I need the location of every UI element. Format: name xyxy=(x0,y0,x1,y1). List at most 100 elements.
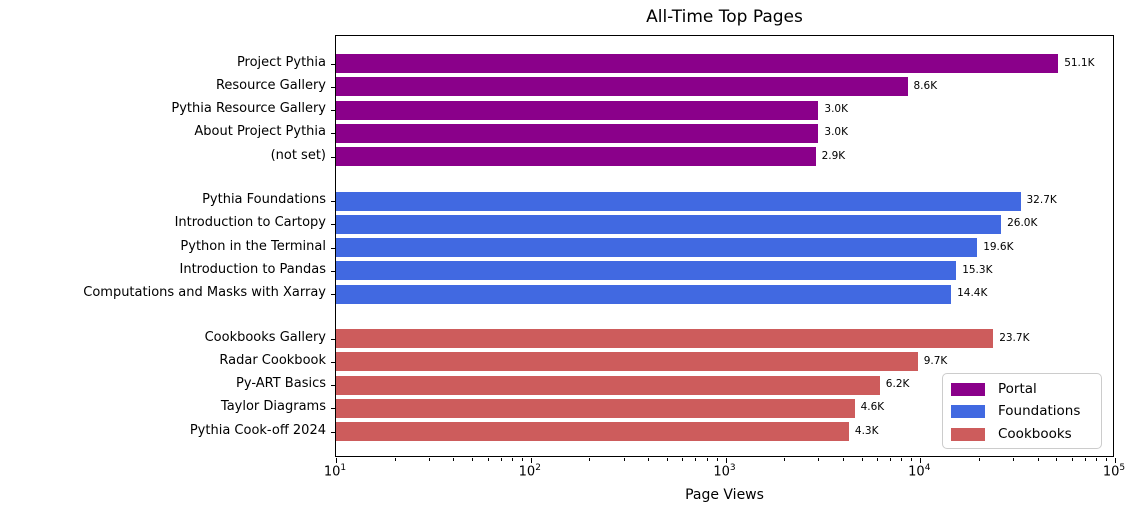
value-label: 51.1K xyxy=(1064,56,1095,69)
value-label: 32.7K xyxy=(1026,194,1057,206)
y-tick xyxy=(331,86,335,88)
category-label: Cookbooks Gallery xyxy=(204,329,326,345)
x-minor-tick xyxy=(1013,458,1015,461)
x-major-tick xyxy=(725,458,727,463)
bar xyxy=(336,329,994,348)
x-tick-label: 105 xyxy=(1090,463,1134,479)
category-label: Project Pythia xyxy=(236,54,326,70)
x-minor-tick xyxy=(1096,458,1098,461)
x-minor-tick xyxy=(1106,458,1108,461)
bar xyxy=(336,422,849,442)
x-minor-tick xyxy=(978,458,980,461)
bar xyxy=(336,284,952,304)
legend-item: Portal xyxy=(943,379,1101,401)
x-minor-tick xyxy=(716,458,718,461)
x-minor-tick xyxy=(901,458,903,461)
value-label: 3.0K xyxy=(824,103,848,116)
category-label: Pythia Resource Gallery xyxy=(171,101,326,117)
x-minor-tick xyxy=(589,458,591,461)
tick-base: 10 xyxy=(908,464,925,480)
tick-base: 10 xyxy=(713,464,730,480)
x-minor-tick xyxy=(521,458,523,461)
x-major-tick xyxy=(530,458,532,463)
legend-item: Foundations xyxy=(943,401,1101,423)
y-tick xyxy=(331,431,335,433)
value-label: 8.6K xyxy=(913,79,938,92)
tick-base: 10 xyxy=(1102,464,1120,480)
x-minor-tick xyxy=(1037,458,1039,461)
bar xyxy=(336,398,855,418)
category-label: Resource Gallery xyxy=(215,77,326,93)
bar xyxy=(336,100,819,120)
legend-label: Cookbooks xyxy=(998,425,1072,442)
y-tick xyxy=(331,133,335,135)
x-major-tick xyxy=(336,458,337,463)
y-tick xyxy=(331,361,335,363)
x-minor-tick xyxy=(890,458,892,461)
x-minor-tick xyxy=(682,458,684,461)
tick-exponent: 5 xyxy=(1119,463,1126,473)
tick-base: 10 xyxy=(518,464,536,480)
value-label: 15.3K xyxy=(962,263,993,276)
category-label: Pythia Foundations xyxy=(202,192,326,207)
y-tick xyxy=(331,338,335,340)
x-minor-tick xyxy=(1084,458,1086,461)
legend-label: Foundations xyxy=(998,403,1081,420)
bar xyxy=(336,214,1002,234)
x-minor-tick xyxy=(911,458,913,461)
x-tick-label: 102 xyxy=(506,463,554,479)
value-label: 4.6K xyxy=(860,401,885,414)
x-minor-tick xyxy=(472,458,474,461)
x-minor-tick xyxy=(500,458,502,461)
category-label: Computations and Masks with Xarray xyxy=(83,285,326,301)
legend: Portal Foundations Cookbooks xyxy=(942,373,1102,449)
y-tick xyxy=(331,201,335,202)
bar xyxy=(336,191,1021,211)
x-minor-tick xyxy=(1056,458,1058,461)
category-label: Introduction to Pandas xyxy=(179,261,327,277)
bar xyxy=(336,375,880,395)
category-label: Radar Cookbook xyxy=(219,352,326,368)
x-major-tick xyxy=(920,458,922,463)
x-tick-label: 101 xyxy=(311,463,359,479)
bar xyxy=(336,123,819,143)
y-tick xyxy=(331,110,335,112)
bar xyxy=(336,352,918,372)
y-tick xyxy=(331,385,335,387)
x-tick-label: 103 xyxy=(701,463,749,479)
y-tick xyxy=(331,408,335,410)
x-minor-tick xyxy=(695,458,697,461)
y-tick xyxy=(331,224,335,226)
bar xyxy=(336,54,1059,73)
bar xyxy=(336,147,816,167)
bar xyxy=(336,261,957,281)
x-axis-label: Page Views xyxy=(685,487,764,503)
category-label: Python in the Terminal xyxy=(180,238,326,254)
x-minor-tick xyxy=(784,458,786,461)
value-label: 19.6K xyxy=(983,240,1014,253)
y-tick xyxy=(331,247,335,249)
category-label: Py-ART Basics xyxy=(236,376,326,392)
x-minor-tick xyxy=(487,458,489,461)
x-minor-tick xyxy=(877,458,878,461)
x-minor-tick xyxy=(842,458,844,461)
value-label: 3.0K xyxy=(824,126,848,139)
y-tick xyxy=(331,156,335,158)
tick-base: 10 xyxy=(323,464,341,480)
value-label: 4.3K xyxy=(854,424,879,437)
value-label: 9.7K xyxy=(923,354,948,367)
category-label: (not set) xyxy=(270,147,326,163)
x-minor-tick xyxy=(861,458,863,461)
x-minor-tick xyxy=(818,458,820,461)
tick-exponent: 3 xyxy=(729,463,736,473)
legend-item: Cookbooks xyxy=(943,424,1101,446)
bar xyxy=(336,77,908,97)
value-label: 14.4K xyxy=(957,287,988,300)
legend-swatch xyxy=(951,383,985,396)
chart-title: All-Time Top Pages xyxy=(646,7,803,27)
x-minor-tick xyxy=(623,458,625,461)
y-tick xyxy=(331,63,335,65)
legend-swatch xyxy=(951,427,985,441)
x-minor-tick xyxy=(453,458,455,461)
